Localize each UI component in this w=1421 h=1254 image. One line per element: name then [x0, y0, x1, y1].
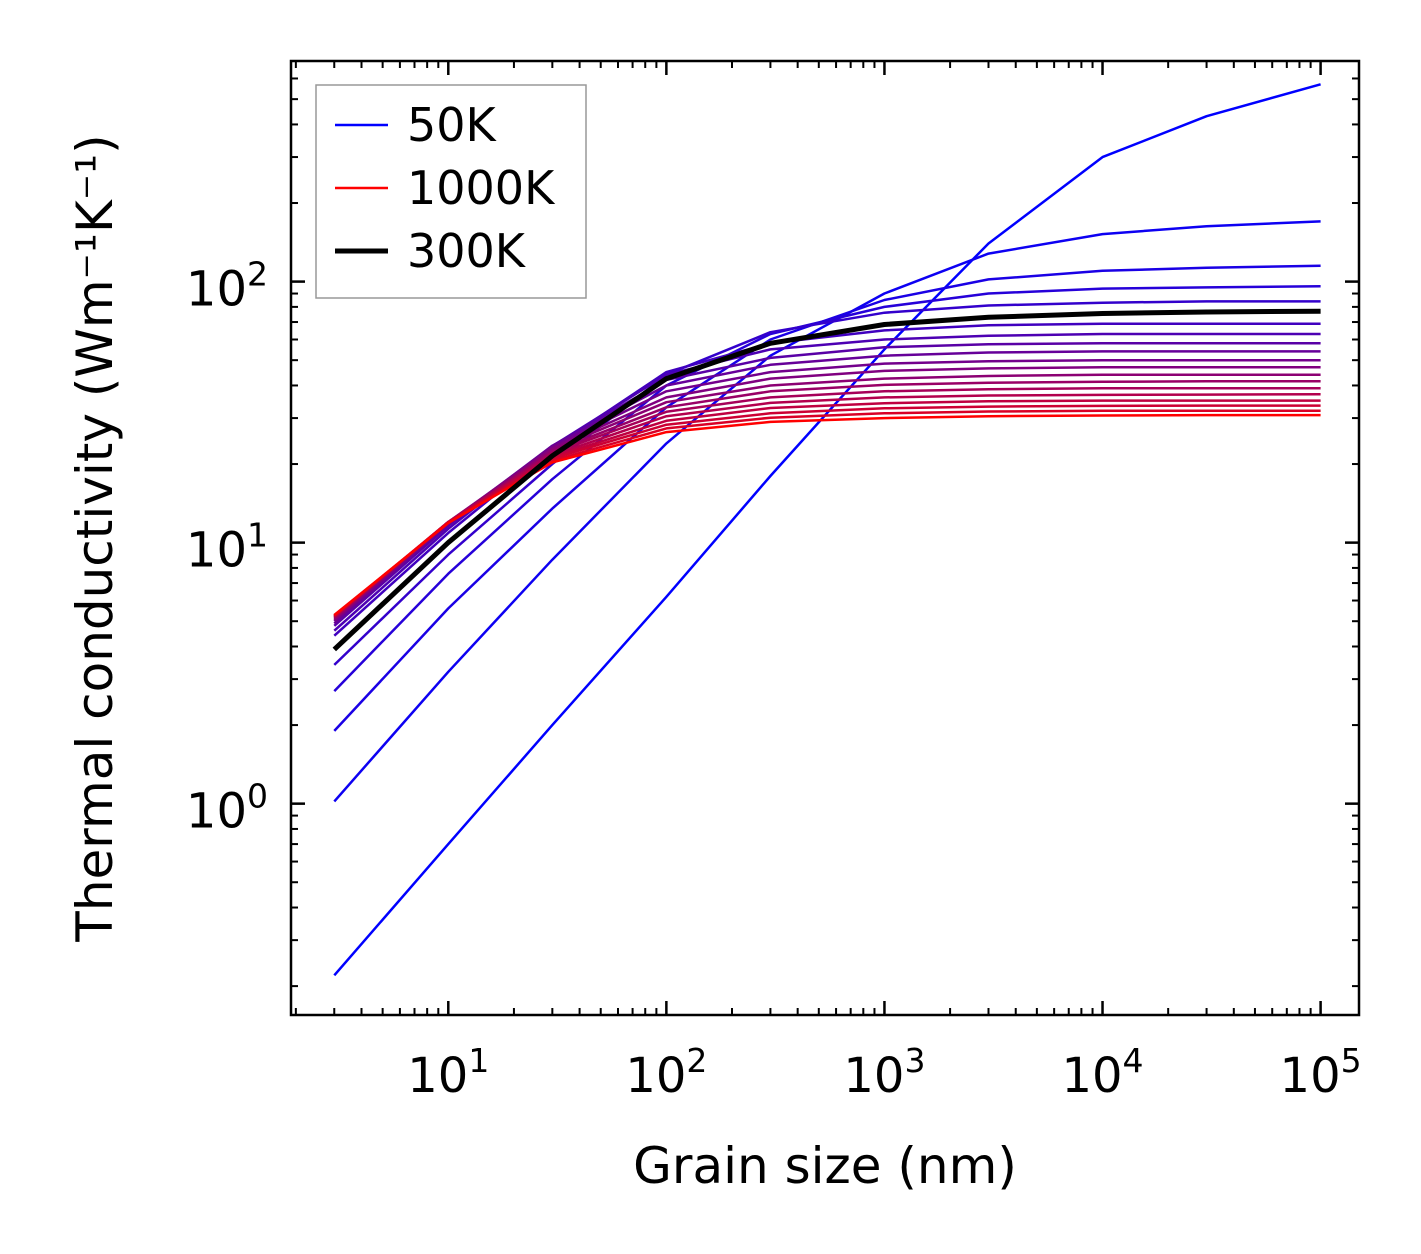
- legend-label-50K: 50K: [407, 98, 498, 152]
- x-tick-label-1e2: 102: [625, 1041, 707, 1104]
- legend: 50K 1000K 300K: [315, 84, 587, 299]
- x-axis-title: Grain size (nm): [633, 1137, 1017, 1195]
- series-layer: [332, 83, 1321, 977]
- y-tick-label-1e2: 102: [186, 255, 268, 318]
- plot-frame: [289, 59, 1361, 1017]
- x-tick-label-1e4: 104: [1061, 1041, 1143, 1104]
- series-line-200K: [333, 284, 1321, 692]
- y-axis-title: Thermal conductivity (Wm⁻¹K⁻¹): [66, 134, 124, 942]
- legend-label-300K: 300K: [407, 224, 527, 278]
- series-line-50K: [333, 83, 1321, 977]
- series-line-300K: [332, 308, 1321, 652]
- series-line-250K: [333, 300, 1321, 666]
- x-tick-label-1e3: 103: [843, 1041, 925, 1104]
- y-tick-label-1e0: 100: [186, 777, 268, 840]
- x-tick-labels: 101 102 103 104 105: [407, 1041, 1361, 1104]
- x-tick-label-1e1: 101: [407, 1041, 489, 1104]
- y-tick-labels: 100 101 102: [186, 255, 268, 840]
- legend-label-1000K: 1000K: [407, 161, 556, 215]
- series-line-1000K: [333, 413, 1321, 616]
- y-tick-label-1e1: 101: [186, 516, 268, 579]
- series-line-100K: [333, 220, 1321, 803]
- legend-box: [315, 84, 587, 299]
- x-tick-label-1e5: 105: [1280, 1041, 1362, 1104]
